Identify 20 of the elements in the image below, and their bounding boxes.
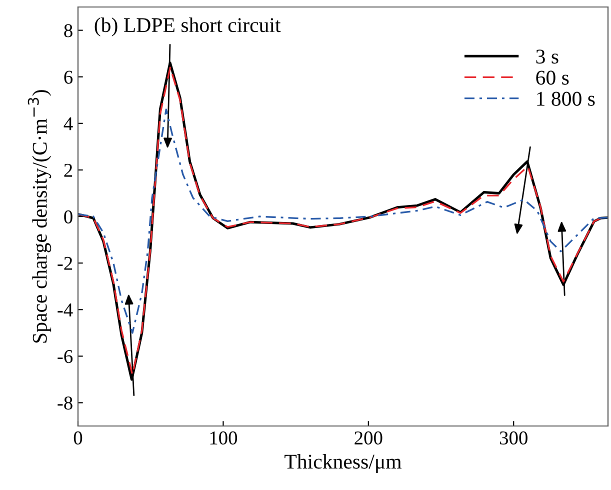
- legend-label: 1 800 s: [537, 92, 595, 106]
- y-tick-label: -8: [58, 396, 72, 410]
- y-tick-label: 2: [64, 164, 72, 177]
- y-tick-label: 0: [64, 210, 72, 224]
- x-tick-label: 200: [354, 431, 382, 445]
- y-tick-label: -2: [58, 256, 72, 270]
- legend-label: 60 s: [536, 70, 569, 85]
- y-tick-label: 4: [64, 117, 73, 130]
- y-tick-label: 8: [64, 24, 72, 38]
- y-tick-label: -6: [58, 350, 73, 364]
- legend-label: 3 s: [536, 50, 558, 64]
- y-axis-title: Space charge density/(C·m$^{−3}$): [28, 90, 52, 343]
- y-tick-label: 6: [64, 70, 73, 84]
- x-tick-label: 100: [210, 431, 238, 445]
- x-tick-label: 300: [500, 431, 528, 445]
- line-series: [78, 108, 608, 334]
- y-tick-label: -4: [58, 304, 73, 316]
- x-axis-title: Thickness/μm: [284, 454, 402, 473]
- chart-title: (b) LDPE short circuit: [94, 17, 281, 36]
- x-tick-label: 0: [74, 431, 82, 445]
